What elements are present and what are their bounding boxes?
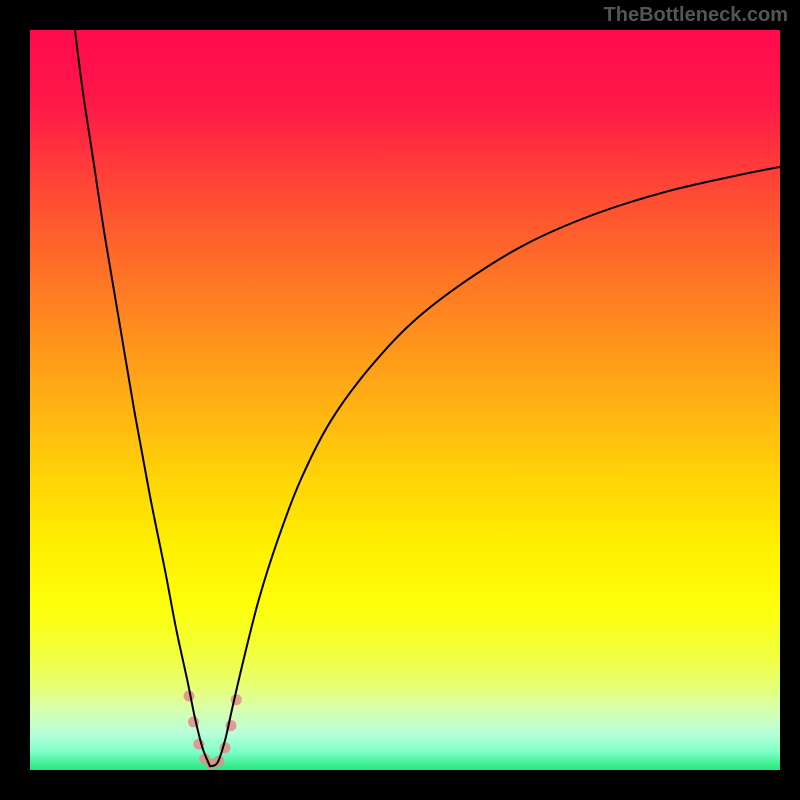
curve-right <box>210 167 780 766</box>
plot-area <box>30 30 780 770</box>
frame-border-right <box>780 0 800 800</box>
frame-border-left <box>0 0 30 800</box>
curve-left <box>75 30 210 766</box>
watermark-text: TheBottleneck.com <box>604 4 788 27</box>
frame-border-bottom <box>0 770 800 800</box>
curve-layer <box>30 30 780 770</box>
